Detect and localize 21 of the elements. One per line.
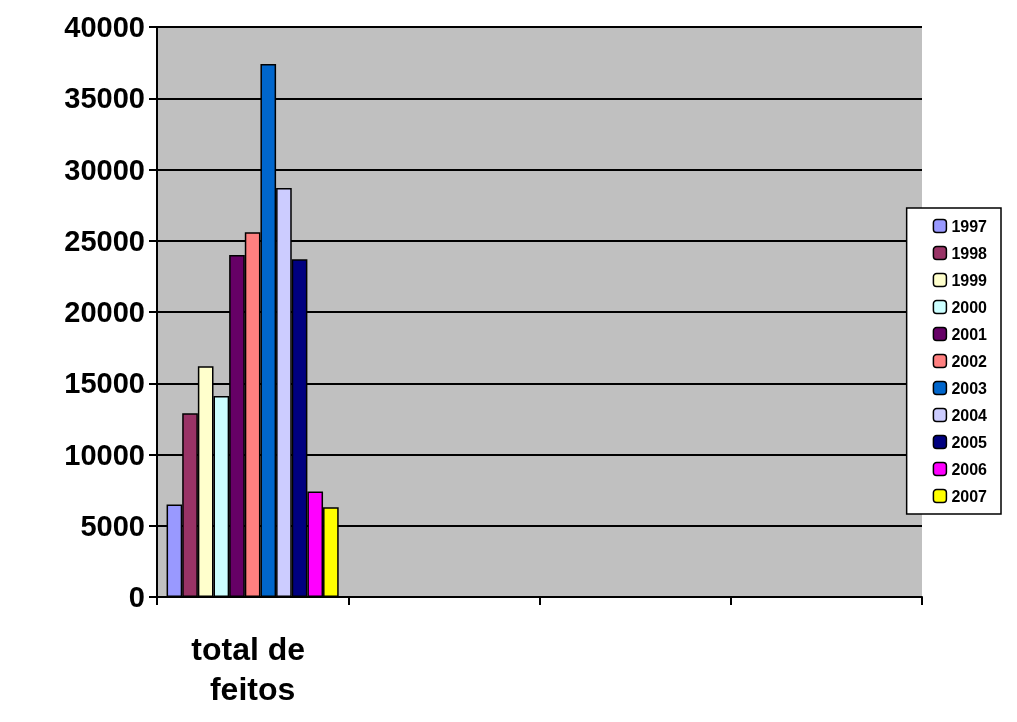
y-tick-label: 35000 [64,82,145,115]
y-tick-label: 20000 [64,296,145,328]
legend-label: 1997 [951,217,988,235]
y-tick-label: 5000 [80,509,145,542]
y-tick-label: 40000 [64,11,145,43]
y-tick-label: 25000 [64,224,145,257]
legend-label: 2001 [951,325,988,343]
legend-label: 2000 [951,298,988,316]
legend-label: 2007 [951,487,988,505]
legend-label: 2005 [951,433,988,451]
legend-label: 2002 [951,352,988,370]
y-tick-label: 30000 [64,153,145,186]
x-tick-label: total de feitos [191,631,314,707]
y-tick-label: 0 [128,581,145,613]
legend-label: 2003 [951,379,988,397]
y-tick-label: 15000 [64,367,145,400]
legend-label: 2006 [951,460,988,478]
legend-label: 1998 [951,244,988,262]
y-tick-label: 10000 [64,438,145,471]
legend-label: 1999 [951,271,988,289]
legend-label: 2004 [951,406,988,424]
